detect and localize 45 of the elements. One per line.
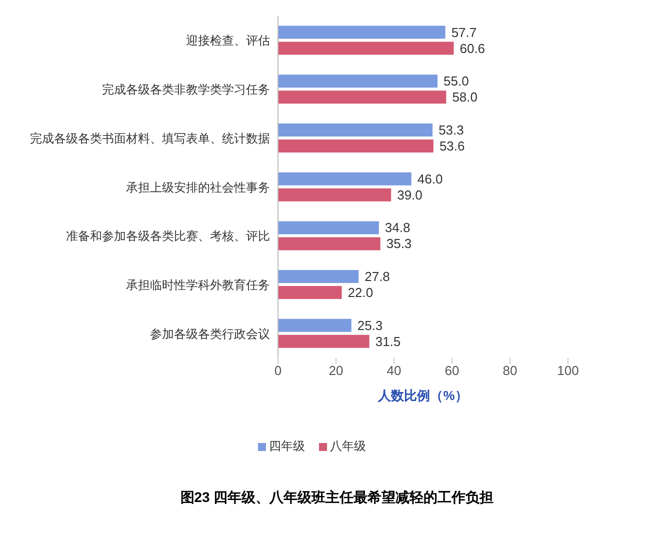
legend-label: 四年级 — [268, 438, 305, 455]
y-tick-label: 承担上级安排的社会性事务 — [126, 180, 270, 194]
text: 60.6 — [460, 40, 486, 56]
bar — [278, 188, 392, 202]
text: 46.0 — [417, 171, 443, 186]
y-tick-label: 完成各级各类非教学类学习任务 — [102, 82, 270, 97]
text: 25.3 — [357, 318, 383, 333]
bar — [278, 90, 446, 104]
text: 34.8 — [384, 220, 410, 236]
bar — [278, 74, 438, 88]
x-axis-title: 人数比例（%） — [377, 388, 468, 403]
x-tick-label: 100 — [557, 363, 579, 378]
x-tick-label: 0 — [274, 363, 282, 378]
text: 27.8 — [364, 269, 390, 284]
text: 53.3 — [438, 122, 464, 138]
y-tick-label: 准备和参加各级各类比赛、考核、评比 — [66, 229, 270, 244]
y-tick-label: 参加各级各类行政会议 — [150, 326, 270, 341]
x-tick-label: 40 — [386, 363, 402, 378]
text: 图23 四年级、八年级班主任最希望减轻的工作负担 — [179, 489, 495, 507]
x-tick-label: 20 — [328, 363, 344, 378]
y-tick-label: 承担临时性学科外教育任务 — [126, 278, 270, 292]
bar — [278, 286, 342, 300]
bar — [278, 318, 352, 332]
legend-label: 八年级 — [329, 438, 366, 455]
bar — [278, 139, 434, 152]
text: 35.3 — [386, 236, 412, 252]
bar — [278, 270, 359, 284]
x-tick-label: 60 — [444, 363, 460, 378]
text: 31.5 — [375, 334, 401, 349]
text: 53.6 — [439, 138, 465, 154]
y-tick-label: 迎接检查、评估 — [186, 34, 270, 48]
bar — [278, 123, 433, 136]
text: 55.0 — [444, 74, 469, 89]
bar — [278, 26, 446, 39]
text: 58.0 — [452, 90, 478, 105]
x-tick-label: 80 — [502, 363, 518, 378]
bar — [278, 172, 412, 186]
text: 57.7 — [451, 24, 477, 40]
bar — [278, 221, 379, 234]
y-tick-label: 完成各级各类书面材料、填写表单、统计数据 — [30, 131, 270, 146]
text: 22.0 — [348, 285, 374, 300]
bar — [278, 237, 380, 250]
text: 39.0 — [397, 187, 422, 202]
bar — [278, 334, 370, 348]
bar — [278, 42, 454, 55]
